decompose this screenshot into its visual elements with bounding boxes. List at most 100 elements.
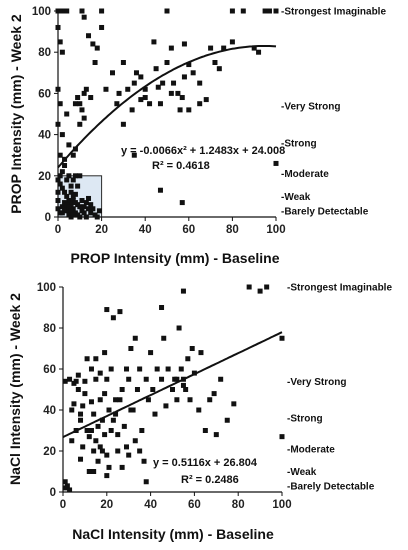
data-point: [104, 473, 110, 479]
x-axis-title: PROP Intensity (mm) - Baseline: [70, 250, 279, 266]
data-point: [82, 378, 88, 384]
x-tick-label: 0: [55, 224, 61, 236]
data-point: [70, 152, 76, 158]
data-point: [57, 101, 63, 107]
y-tick-label: 60: [43, 364, 56, 376]
data-point: [185, 356, 191, 362]
data-point: [157, 187, 163, 193]
y-tick-label: 20: [43, 446, 56, 458]
data-point: [59, 210, 65, 216]
data-point: [57, 181, 63, 187]
data-point: [177, 107, 183, 113]
data-point: [84, 356, 90, 362]
data-point: [55, 189, 61, 195]
data-point: [93, 356, 99, 362]
data-point: [202, 428, 208, 433]
data-point: [97, 444, 103, 450]
data-point: [120, 60, 126, 65]
data-point: [62, 378, 68, 384]
data-point: [59, 49, 65, 55]
data-point: [91, 448, 97, 454]
data-point: [124, 444, 130, 450]
data-point: [93, 438, 99, 444]
data-point: [62, 206, 68, 212]
scale-anchor-label: -Weak: [287, 467, 317, 478]
data-point: [78, 417, 84, 423]
data-point: [75, 387, 81, 392]
y-axis-title: PROP Intensity (mm) - Week 2: [8, 14, 24, 214]
data-point: [113, 397, 119, 403]
data-point: [104, 307, 110, 313]
data-point: [66, 142, 72, 148]
x-tick-label: 0: [60, 499, 66, 511]
data-point: [66, 204, 72, 210]
data-point: [70, 177, 76, 183]
x-tick-label: 20: [100, 499, 113, 511]
data-point: [110, 70, 115, 76]
data-point: [159, 305, 165, 310]
data-point: [197, 101, 203, 107]
data-point: [266, 8, 272, 14]
data-point: [161, 335, 167, 341]
data-point: [81, 115, 87, 121]
data-point: [189, 346, 195, 351]
data-point: [106, 464, 112, 470]
data-point: [273, 160, 279, 166]
data-point: [143, 376, 149, 382]
data-point: [72, 173, 78, 179]
data-point: [91, 469, 97, 474]
y-tick-label: 100: [37, 282, 56, 294]
nacl-panel: 0 20 40 60 80 100 0 20 40 60 80 100 -Strongest Imagi…: [7, 282, 392, 542]
data-point: [256, 49, 262, 55]
scale-anchor-label: -Moderate: [281, 169, 329, 180]
y-tick-label: 60: [38, 88, 51, 100]
data-point: [145, 397, 151, 403]
data-point: [70, 212, 76, 218]
y-tick-label: 0: [45, 212, 51, 224]
data-point: [157, 101, 163, 107]
y-tick-label: 100: [32, 6, 51, 18]
data-point: [55, 206, 61, 212]
data-point: [116, 90, 122, 96]
data-point: [175, 90, 181, 96]
data-point: [88, 95, 94, 101]
data-point: [64, 483, 70, 489]
data-point: [57, 152, 63, 158]
data-point: [96, 208, 102, 214]
y-tick-label: 20: [38, 171, 51, 183]
data-point: [78, 411, 84, 417]
data-point: [106, 407, 112, 413]
data-point: [131, 152, 137, 158]
trendline: [57, 45, 277, 169]
data-point: [69, 438, 75, 444]
data-point: [88, 399, 94, 405]
data-point: [129, 107, 135, 113]
data-point: [69, 407, 75, 413]
data-point: [117, 309, 123, 315]
data-point: [159, 376, 165, 382]
data-point: [163, 403, 169, 409]
data-point: [77, 101, 83, 107]
data-point: [179, 200, 185, 206]
data-point: [229, 39, 235, 45]
x-tick-label: 20: [95, 224, 108, 236]
data-point: [211, 391, 217, 397]
data-point: [66, 198, 72, 204]
data-point: [262, 8, 268, 14]
data-point: [155, 84, 161, 90]
trendline-equation: y = -0.0066x² + 1.2483x + 24.008: [121, 145, 285, 157]
data-point: [246, 284, 252, 290]
data-point: [55, 121, 61, 127]
data-point: [139, 428, 145, 433]
data-point: [110, 417, 116, 423]
data-point: [102, 391, 108, 397]
data-point: [187, 397, 193, 403]
data-point: [55, 86, 61, 92]
scale-anchor-label: -Very Strong: [287, 377, 346, 388]
data-point: [132, 335, 138, 341]
data-point: [121, 423, 127, 429]
data-point: [231, 401, 237, 407]
data-point: [99, 417, 105, 423]
data-point: [93, 376, 99, 382]
data-point: [115, 432, 121, 438]
